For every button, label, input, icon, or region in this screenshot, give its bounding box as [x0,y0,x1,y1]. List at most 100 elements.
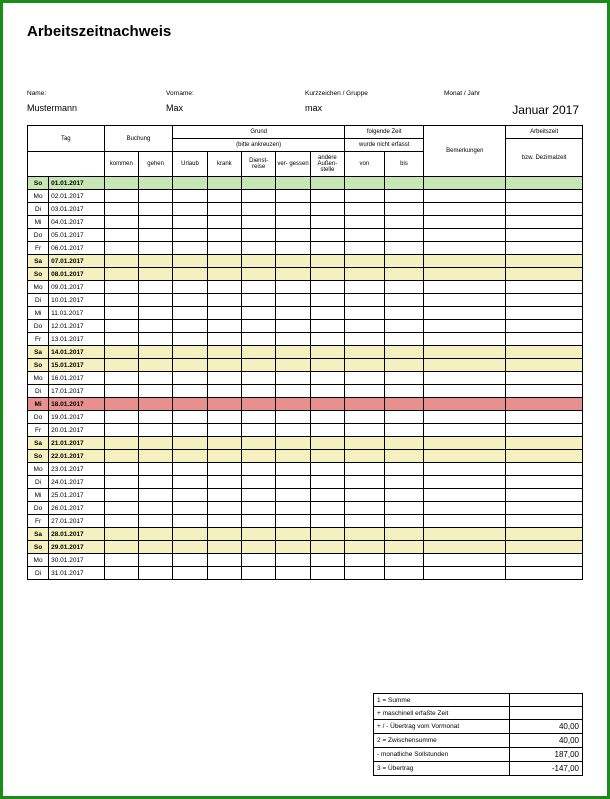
cell-empty [310,476,344,489]
header-values-row: Mustermann Max max Januar 2017 [27,99,583,117]
cell-empty [242,177,276,190]
cell-empty [104,385,138,398]
value-monat: Januar 2017 [444,103,583,117]
cell-empty [424,411,506,424]
cell-empty [173,385,207,398]
cell-empty [207,463,241,476]
cell-empty [173,398,207,411]
cell-empty [138,450,172,463]
table-row: So15.01.2017 [28,359,583,372]
cell-dow: Fr [28,333,49,346]
cell-empty [173,359,207,372]
cell-empty [104,437,138,450]
cell-empty [310,203,344,216]
value-vorname: Max [166,103,305,113]
cell-empty [424,424,506,437]
cell-empty [138,307,172,320]
cell-empty [276,411,310,424]
footer-value: 40,00 [509,720,582,734]
table-row: Di17.01.2017 [28,385,583,398]
cell-empty [276,203,310,216]
footer-summary: 1 = Summe+ maschinell erfaßte Zeit+ / - … [373,693,583,776]
cell-empty [242,216,276,229]
cell-date: 09.01.2017 [49,281,104,294]
cell-empty [345,255,385,268]
table-row: So29.01.2017 [28,541,583,554]
cell-empty [506,268,583,281]
cell-date: 06.01.2017 [49,242,104,255]
cell-empty [104,203,138,216]
cell-dow: Di [28,203,49,216]
cell-empty [242,281,276,294]
cell-empty [138,424,172,437]
cell-date: 18.01.2017 [49,398,104,411]
cell-empty [384,281,424,294]
cell-empty [138,229,172,242]
cell-empty [276,450,310,463]
value-name: Mustermann [27,103,166,113]
cell-empty [207,476,241,489]
cell-empty [173,567,207,580]
cell-empty [310,567,344,580]
cell-empty [345,190,385,203]
cell-empty [506,424,583,437]
cell-dow: Di [28,476,49,489]
label-monat: Monat / Jahr [444,90,583,97]
cell-empty [138,554,172,567]
cell-empty [207,528,241,541]
cell-empty [104,346,138,359]
cell-empty [173,346,207,359]
cell-empty [173,411,207,424]
cell-empty [384,476,424,489]
cell-empty [506,242,583,255]
cell-empty [276,398,310,411]
cell-empty [242,411,276,424]
cell-empty [310,268,344,281]
table-row: Sa07.01.2017 [28,255,583,268]
cell-dow: Mo [28,190,49,203]
cell-empty [506,294,583,307]
cell-empty [276,463,310,476]
cell-empty [104,294,138,307]
cell-empty [138,359,172,372]
cell-empty [506,476,583,489]
timesheet-table: Tag Buchung Grund folgende Zeit Bemerkun… [27,125,583,580]
cell-empty [276,476,310,489]
cell-empty [207,515,241,528]
cell-dow: So [28,450,49,463]
th-gehen: gehen [138,152,172,177]
cell-empty [173,203,207,216]
cell-empty [310,190,344,203]
table-row: So22.01.2017 [28,450,583,463]
cell-empty [384,190,424,203]
cell-dow: Sa [28,528,49,541]
cell-empty [424,463,506,476]
cell-empty [345,307,385,320]
th-kommen: kommen [104,152,138,177]
cell-empty [384,255,424,268]
cell-empty [310,177,344,190]
cell-empty [173,528,207,541]
cell-empty [310,255,344,268]
cell-date: 27.01.2017 [49,515,104,528]
th-krank: krank [207,152,241,177]
cell-empty [384,203,424,216]
cell-empty [138,346,172,359]
cell-empty [173,307,207,320]
cell-empty [207,307,241,320]
cell-empty [104,476,138,489]
cell-empty [242,528,276,541]
label-kurz: Kurzzeichen / Gruppe [305,90,444,97]
cell-empty [345,229,385,242]
cell-empty [384,177,424,190]
cell-empty [345,372,385,385]
cell-empty [276,307,310,320]
cell-date: 04.01.2017 [49,216,104,229]
cell-empty [104,255,138,268]
cell-date: 19.01.2017 [49,411,104,424]
cell-empty [138,502,172,515]
cell-empty [104,190,138,203]
cell-empty [384,320,424,333]
cell-empty [345,385,385,398]
cell-empty [310,281,344,294]
